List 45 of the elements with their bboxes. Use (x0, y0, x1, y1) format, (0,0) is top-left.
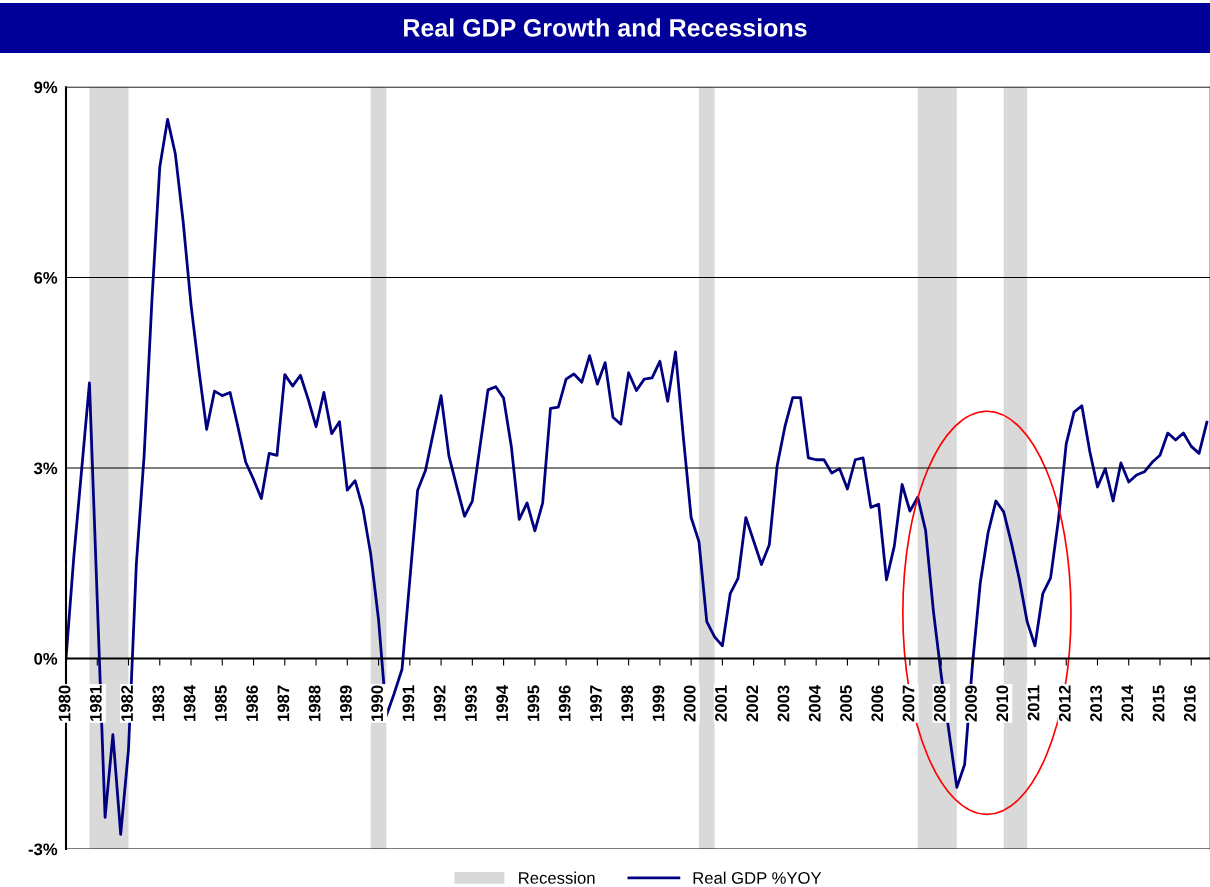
y-tick-label: 9% (34, 81, 58, 94)
y-tick-label: 6% (34, 271, 58, 284)
x-tick-label: 2008 (933, 685, 946, 722)
x-tick-label: 1984 (183, 684, 196, 721)
x-tick-label: 2015 (1152, 685, 1165, 722)
x-tick-label: 2009 (965, 685, 977, 722)
legend-label: Real GDP %YOY (693, 871, 822, 884)
x-tick-label: 1996 (558, 685, 571, 721)
x-tick-label: 2000 (683, 685, 696, 722)
x-tick-label: 1988 (308, 685, 321, 721)
x-tick-label: 1987 (277, 685, 290, 721)
x-tick-label: 1980 (58, 685, 71, 721)
x-tick-label: 2002 (746, 685, 759, 722)
x-tick-label: 2001 (715, 685, 727, 722)
x-tick-label: 1986 (246, 685, 259, 721)
y-tick-label: 0% (34, 652, 58, 665)
x-tick-label: 1985 (214, 685, 227, 721)
x-tick-label: 2003 (777, 685, 790, 722)
x-tick-label: 1992 (433, 685, 446, 721)
x-tick-label: 1993 (465, 685, 477, 721)
x-tick-label: 2010 (996, 685, 1009, 722)
x-tick-label: 2016 (1183, 685, 1196, 722)
x-tick-label: 2007 (902, 685, 915, 722)
x-tick-label: 1997 (590, 685, 602, 721)
x-tick-label: 1998 (621, 685, 634, 721)
x-tick-label: 1991 (402, 685, 415, 721)
x-tick-label: 1994 (496, 684, 509, 721)
x-tick-label: 1995 (527, 685, 540, 721)
x-tick-label: 2006 (871, 685, 884, 722)
x-tick-label: 1999 (652, 685, 665, 721)
x-tick-label: 1989 (339, 685, 352, 721)
x-tick-label: 2014 (1121, 684, 1134, 722)
x-tick-label: 1990 (371, 685, 384, 721)
x-tick-label: 2004 (808, 684, 821, 722)
x-tick-label: 1981 (89, 685, 102, 721)
x-tick-label: 2005 (840, 685, 852, 722)
x-tick-label: 1982 (121, 685, 133, 721)
x-tick-label: 1983 (152, 685, 165, 721)
y-tick-label: 3% (33, 462, 58, 475)
legend-label: Recession (519, 871, 595, 884)
x-tick-label: 2011 (1027, 685, 1040, 721)
x-tick-label: 2012 (1058, 685, 1071, 722)
x-tick-label: 2013 (1090, 685, 1102, 722)
y-tick-label: -3% (28, 843, 58, 856)
chart-title: Real GDP Growth and Recessions (404, 18, 807, 37)
